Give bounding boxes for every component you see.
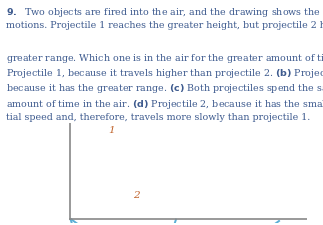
Text: tial speed and, therefore, travels more slowly than projectile 1.: tial speed and, therefore, travels more … <box>6 112 311 122</box>
Text: 2: 2 <box>133 190 139 199</box>
Text: $\mathbf{9.}$  Two objects are fired into the air, and the drawing shows the pro: $\mathbf{9.}$ Two objects are fired into… <box>6 6 323 19</box>
Text: motions. Projectile 1 reaches the greater height, but projectile 2 has the: motions. Projectile 1 reaches the greate… <box>6 21 323 30</box>
Text: greater range. Which one is in the air for the greater amount of time? $\mathbf{: greater range. Which one is in the air f… <box>6 52 323 65</box>
Text: because it has the greater range. $\mathbf{(c)}$ Both projectiles spend the same: because it has the greater range. $\math… <box>6 82 323 95</box>
Text: 1: 1 <box>108 126 115 135</box>
Text: Projectile 1, because it travels higher than projectile 2. $\mathbf{(b)}$ Projec: Projectile 1, because it travels higher … <box>6 67 323 80</box>
Text: amount of time in the air. $\mathbf{(d)}$ Projectile 2, because it has the small: amount of time in the air. $\mathbf{(d)}… <box>6 97 323 110</box>
